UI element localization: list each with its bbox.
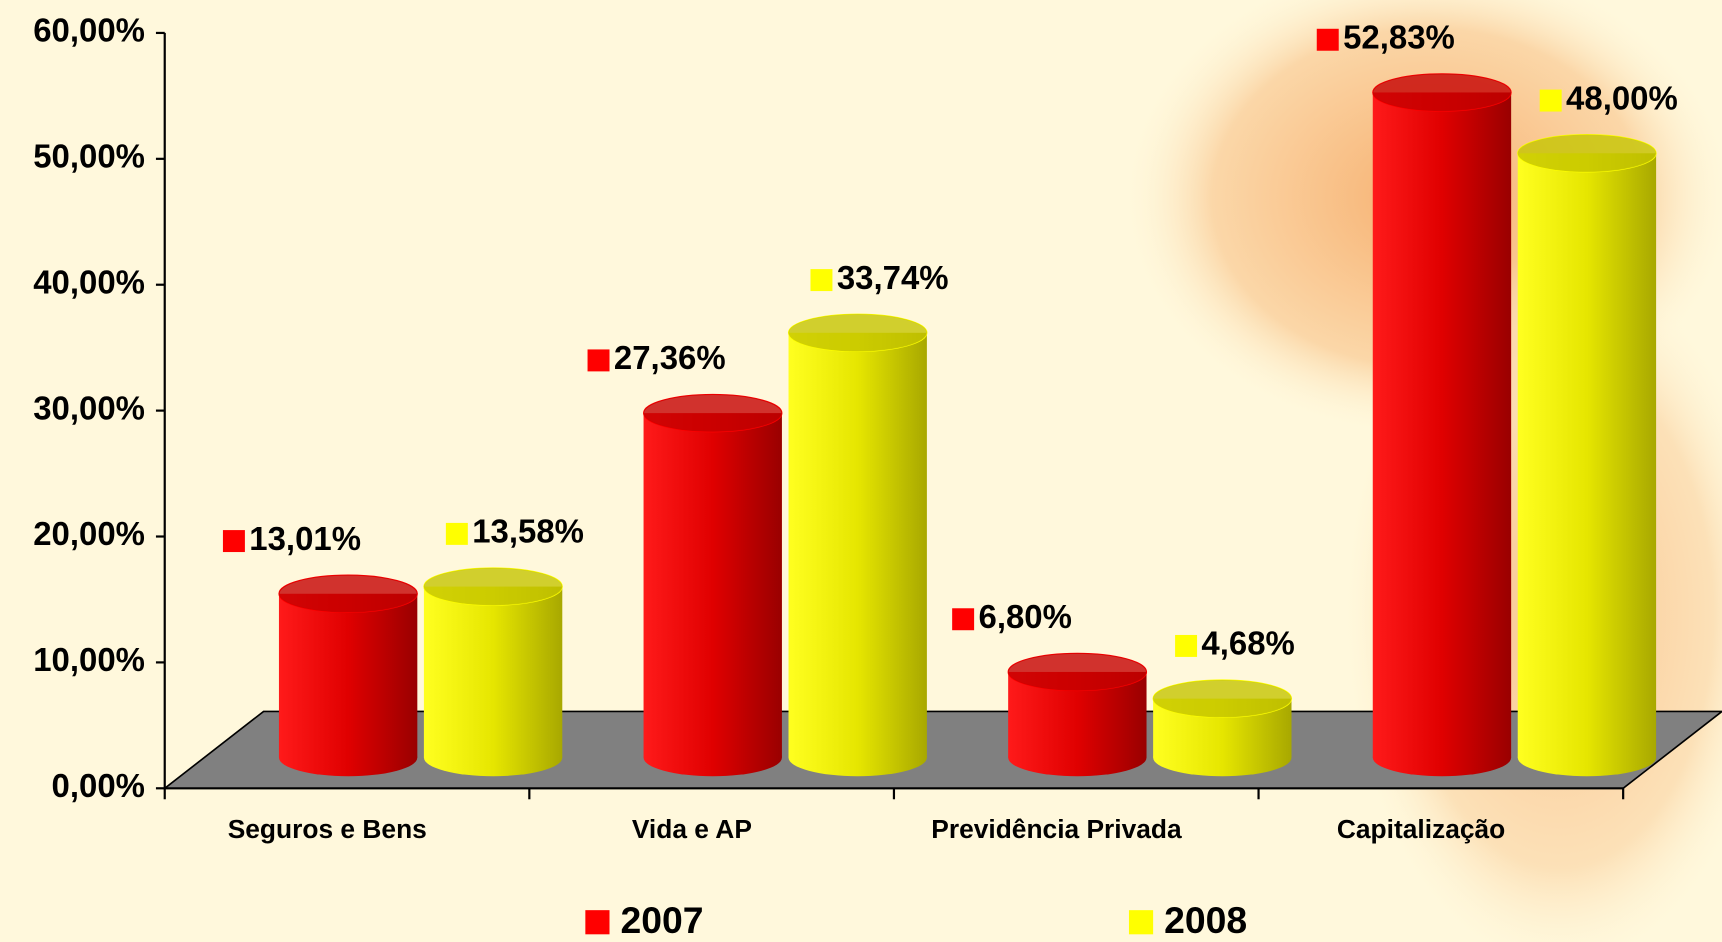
y-tick-label: 30,00% xyxy=(33,389,145,426)
value-label-key xyxy=(222,530,245,553)
value-label-key xyxy=(1175,634,1198,657)
bar-bottom xyxy=(278,738,418,777)
x-tick-label: Capitalização xyxy=(1337,814,1505,844)
bar-bottom xyxy=(1372,738,1512,777)
bar-top xyxy=(1152,679,1293,718)
value-label: 4,68% xyxy=(1201,625,1294,662)
value-label-key xyxy=(445,522,468,545)
bar xyxy=(423,567,563,777)
bar xyxy=(1372,73,1512,777)
value-label-key xyxy=(587,349,610,372)
value-label: 52,83% xyxy=(1343,18,1455,55)
bar-body xyxy=(1372,92,1512,758)
value-label: 6,80% xyxy=(979,598,1072,635)
bar-bottom xyxy=(788,738,927,777)
bar-top-shade xyxy=(1008,653,1147,691)
y-tick-label: 60,00% xyxy=(33,12,145,49)
bar xyxy=(1007,652,1148,777)
legend-key xyxy=(1128,910,1154,935)
value-label-key xyxy=(1539,89,1562,112)
legend-label: 2008 xyxy=(1164,899,1247,941)
bar xyxy=(1517,134,1657,777)
bar-bottom xyxy=(423,738,563,777)
y-tick-label: 40,00% xyxy=(33,263,145,300)
value-label-key xyxy=(952,608,975,631)
bar-top-shade xyxy=(1153,679,1292,718)
x-tick-label: Vida e AP xyxy=(632,814,752,844)
bar xyxy=(278,574,418,777)
bar-top-shade xyxy=(278,575,418,613)
bar-top xyxy=(1372,73,1512,112)
bar-top-shade xyxy=(1517,134,1657,172)
bar-top-shade xyxy=(423,567,563,606)
x-tick-label: Seguros e Bens xyxy=(228,814,427,844)
value-label: 27,36% xyxy=(614,339,726,376)
y-tick-label: 50,00% xyxy=(33,138,145,175)
y-tick-label: 10,00% xyxy=(33,641,145,678)
bar xyxy=(1152,679,1293,777)
bar-top xyxy=(787,313,928,353)
bar xyxy=(643,393,783,777)
value-label: 13,58% xyxy=(472,513,584,550)
y-tick-label: 20,00% xyxy=(33,515,145,552)
legend-label: 2007 xyxy=(620,899,703,941)
bar-top-shade xyxy=(643,394,782,432)
bar xyxy=(787,313,928,777)
bar-bottom xyxy=(1153,738,1292,777)
bar-bottom xyxy=(643,738,782,777)
bar-top xyxy=(278,574,418,613)
legend-key xyxy=(585,910,610,935)
value-label-key xyxy=(810,269,833,292)
bar-body xyxy=(788,332,927,758)
bar-top-shade xyxy=(788,314,927,352)
bar-top xyxy=(423,567,563,606)
bar-top xyxy=(1007,652,1148,692)
bar-body xyxy=(643,413,782,758)
bar-body xyxy=(278,593,418,758)
value-label: 13,01% xyxy=(249,520,361,557)
bar-body xyxy=(1517,153,1657,758)
x-tick-label: Previdência Privada xyxy=(931,814,1182,844)
bar-top xyxy=(1517,134,1657,173)
value-label: 48,00% xyxy=(1566,79,1678,116)
bar-bottom xyxy=(1008,738,1147,777)
value-label: 33,74% xyxy=(837,259,949,296)
bar-bottom xyxy=(1517,738,1657,777)
value-label-key xyxy=(1316,28,1339,51)
bar-top-shade xyxy=(1372,73,1512,112)
bar-body xyxy=(423,586,563,758)
bar-top xyxy=(643,393,783,433)
y-tick-label: 0,00% xyxy=(52,767,145,804)
